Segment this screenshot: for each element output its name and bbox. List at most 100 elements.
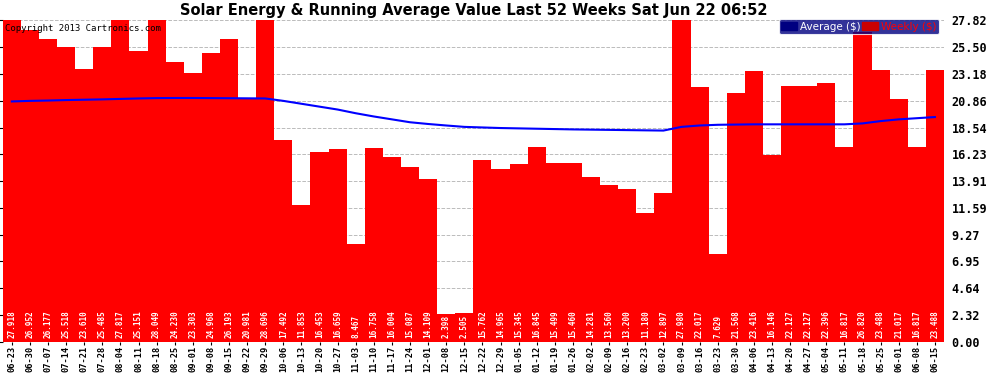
Text: 28.049: 28.049 — [152, 310, 161, 338]
Text: 14.281: 14.281 — [586, 310, 596, 338]
Bar — [238, 99, 256, 342]
Text: 23.488: 23.488 — [931, 310, 940, 338]
Text: 23.416: 23.416 — [749, 310, 758, 338]
Text: 12.897: 12.897 — [659, 310, 668, 338]
Text: 16.845: 16.845 — [533, 310, 542, 338]
Text: 26.820: 26.820 — [858, 310, 867, 338]
Bar — [473, 160, 491, 342]
Bar — [383, 157, 401, 342]
Bar — [763, 155, 781, 342]
Text: 16.758: 16.758 — [369, 310, 378, 338]
Bar — [744, 71, 763, 342]
Text: 24.968: 24.968 — [207, 310, 216, 338]
Text: 13.560: 13.560 — [605, 310, 614, 338]
Bar — [637, 213, 654, 342]
Bar — [346, 244, 364, 342]
Bar — [112, 20, 130, 342]
Text: 16.659: 16.659 — [333, 310, 343, 338]
Bar — [165, 62, 184, 342]
Text: Copyright 2013 Cartronics.com: Copyright 2013 Cartronics.com — [5, 24, 160, 33]
Bar — [818, 83, 836, 342]
Bar — [438, 314, 455, 342]
Bar — [890, 99, 908, 342]
Bar — [39, 39, 57, 342]
Bar — [148, 18, 165, 342]
Bar — [3, 19, 21, 342]
Text: 24.230: 24.230 — [170, 310, 179, 338]
Text: 23.303: 23.303 — [188, 310, 197, 338]
Text: 15.499: 15.499 — [550, 310, 559, 338]
Text: 26.193: 26.193 — [225, 310, 234, 338]
Bar — [130, 51, 148, 342]
Text: 13.200: 13.200 — [623, 310, 632, 338]
Text: 2.505: 2.505 — [459, 315, 469, 338]
Bar — [528, 147, 545, 342]
Text: 15.087: 15.087 — [406, 310, 415, 338]
Bar — [691, 87, 709, 342]
Text: 17.492: 17.492 — [279, 310, 288, 338]
Bar — [926, 70, 943, 342]
Bar — [545, 163, 564, 342]
Text: 25.151: 25.151 — [134, 310, 143, 338]
Text: 22.396: 22.396 — [822, 310, 831, 338]
Text: 15.762: 15.762 — [478, 310, 487, 338]
Text: 23.488: 23.488 — [876, 310, 885, 338]
Bar — [311, 152, 329, 342]
Legend: Average ($), Weekly ($): Average ($), Weekly ($) — [779, 19, 939, 34]
Text: 16.817: 16.817 — [840, 310, 848, 338]
Bar — [582, 177, 600, 342]
Bar — [220, 39, 238, 342]
Text: 15.345: 15.345 — [514, 310, 523, 338]
Bar — [727, 93, 744, 342]
Bar — [256, 10, 274, 342]
Bar — [21, 30, 39, 342]
Bar — [455, 313, 473, 342]
Text: 27.980: 27.980 — [677, 310, 686, 338]
Text: 15.460: 15.460 — [568, 310, 577, 338]
Text: 27.918: 27.918 — [7, 310, 16, 338]
Bar — [274, 140, 292, 342]
Text: 7.629: 7.629 — [713, 315, 723, 338]
Text: 16.004: 16.004 — [387, 310, 396, 338]
Text: 22.127: 22.127 — [804, 310, 813, 338]
Text: 16.453: 16.453 — [315, 310, 324, 338]
Text: 16.146: 16.146 — [767, 310, 776, 338]
Bar — [510, 165, 528, 342]
Bar — [836, 147, 853, 342]
Bar — [93, 47, 112, 342]
Bar — [853, 32, 871, 342]
Bar — [672, 18, 691, 342]
Bar — [871, 70, 890, 342]
Text: 27.817: 27.817 — [116, 310, 125, 338]
Text: 20.981: 20.981 — [243, 310, 251, 338]
Text: 11.853: 11.853 — [297, 310, 306, 338]
Bar — [401, 168, 419, 342]
Bar — [618, 189, 637, 342]
Text: 11.180: 11.180 — [641, 310, 649, 338]
Bar — [491, 169, 510, 342]
Text: 26.952: 26.952 — [26, 310, 35, 338]
Bar — [799, 86, 818, 342]
Text: 8.467: 8.467 — [351, 315, 360, 338]
Bar — [781, 86, 799, 342]
Text: 22.127: 22.127 — [786, 310, 795, 338]
Text: 16.817: 16.817 — [913, 310, 922, 338]
Bar — [908, 147, 926, 342]
Bar — [75, 69, 93, 342]
Bar — [329, 149, 346, 342]
Bar — [57, 47, 75, 342]
Text: 23.610: 23.610 — [80, 310, 89, 338]
Title: Solar Energy & Running Average Value Last 52 Weeks Sat Jun 22 06:52: Solar Energy & Running Average Value Las… — [179, 3, 767, 18]
Text: 21.568: 21.568 — [732, 310, 741, 338]
Bar — [709, 254, 727, 342]
Bar — [292, 205, 311, 342]
Bar — [184, 72, 202, 342]
Text: 25.485: 25.485 — [98, 310, 107, 338]
Bar — [564, 163, 582, 342]
Text: 21.017: 21.017 — [894, 310, 903, 338]
Bar — [419, 179, 438, 342]
Bar — [600, 185, 618, 342]
Bar — [202, 53, 220, 342]
Text: 25.518: 25.518 — [61, 310, 70, 338]
Text: 14.965: 14.965 — [496, 310, 505, 338]
